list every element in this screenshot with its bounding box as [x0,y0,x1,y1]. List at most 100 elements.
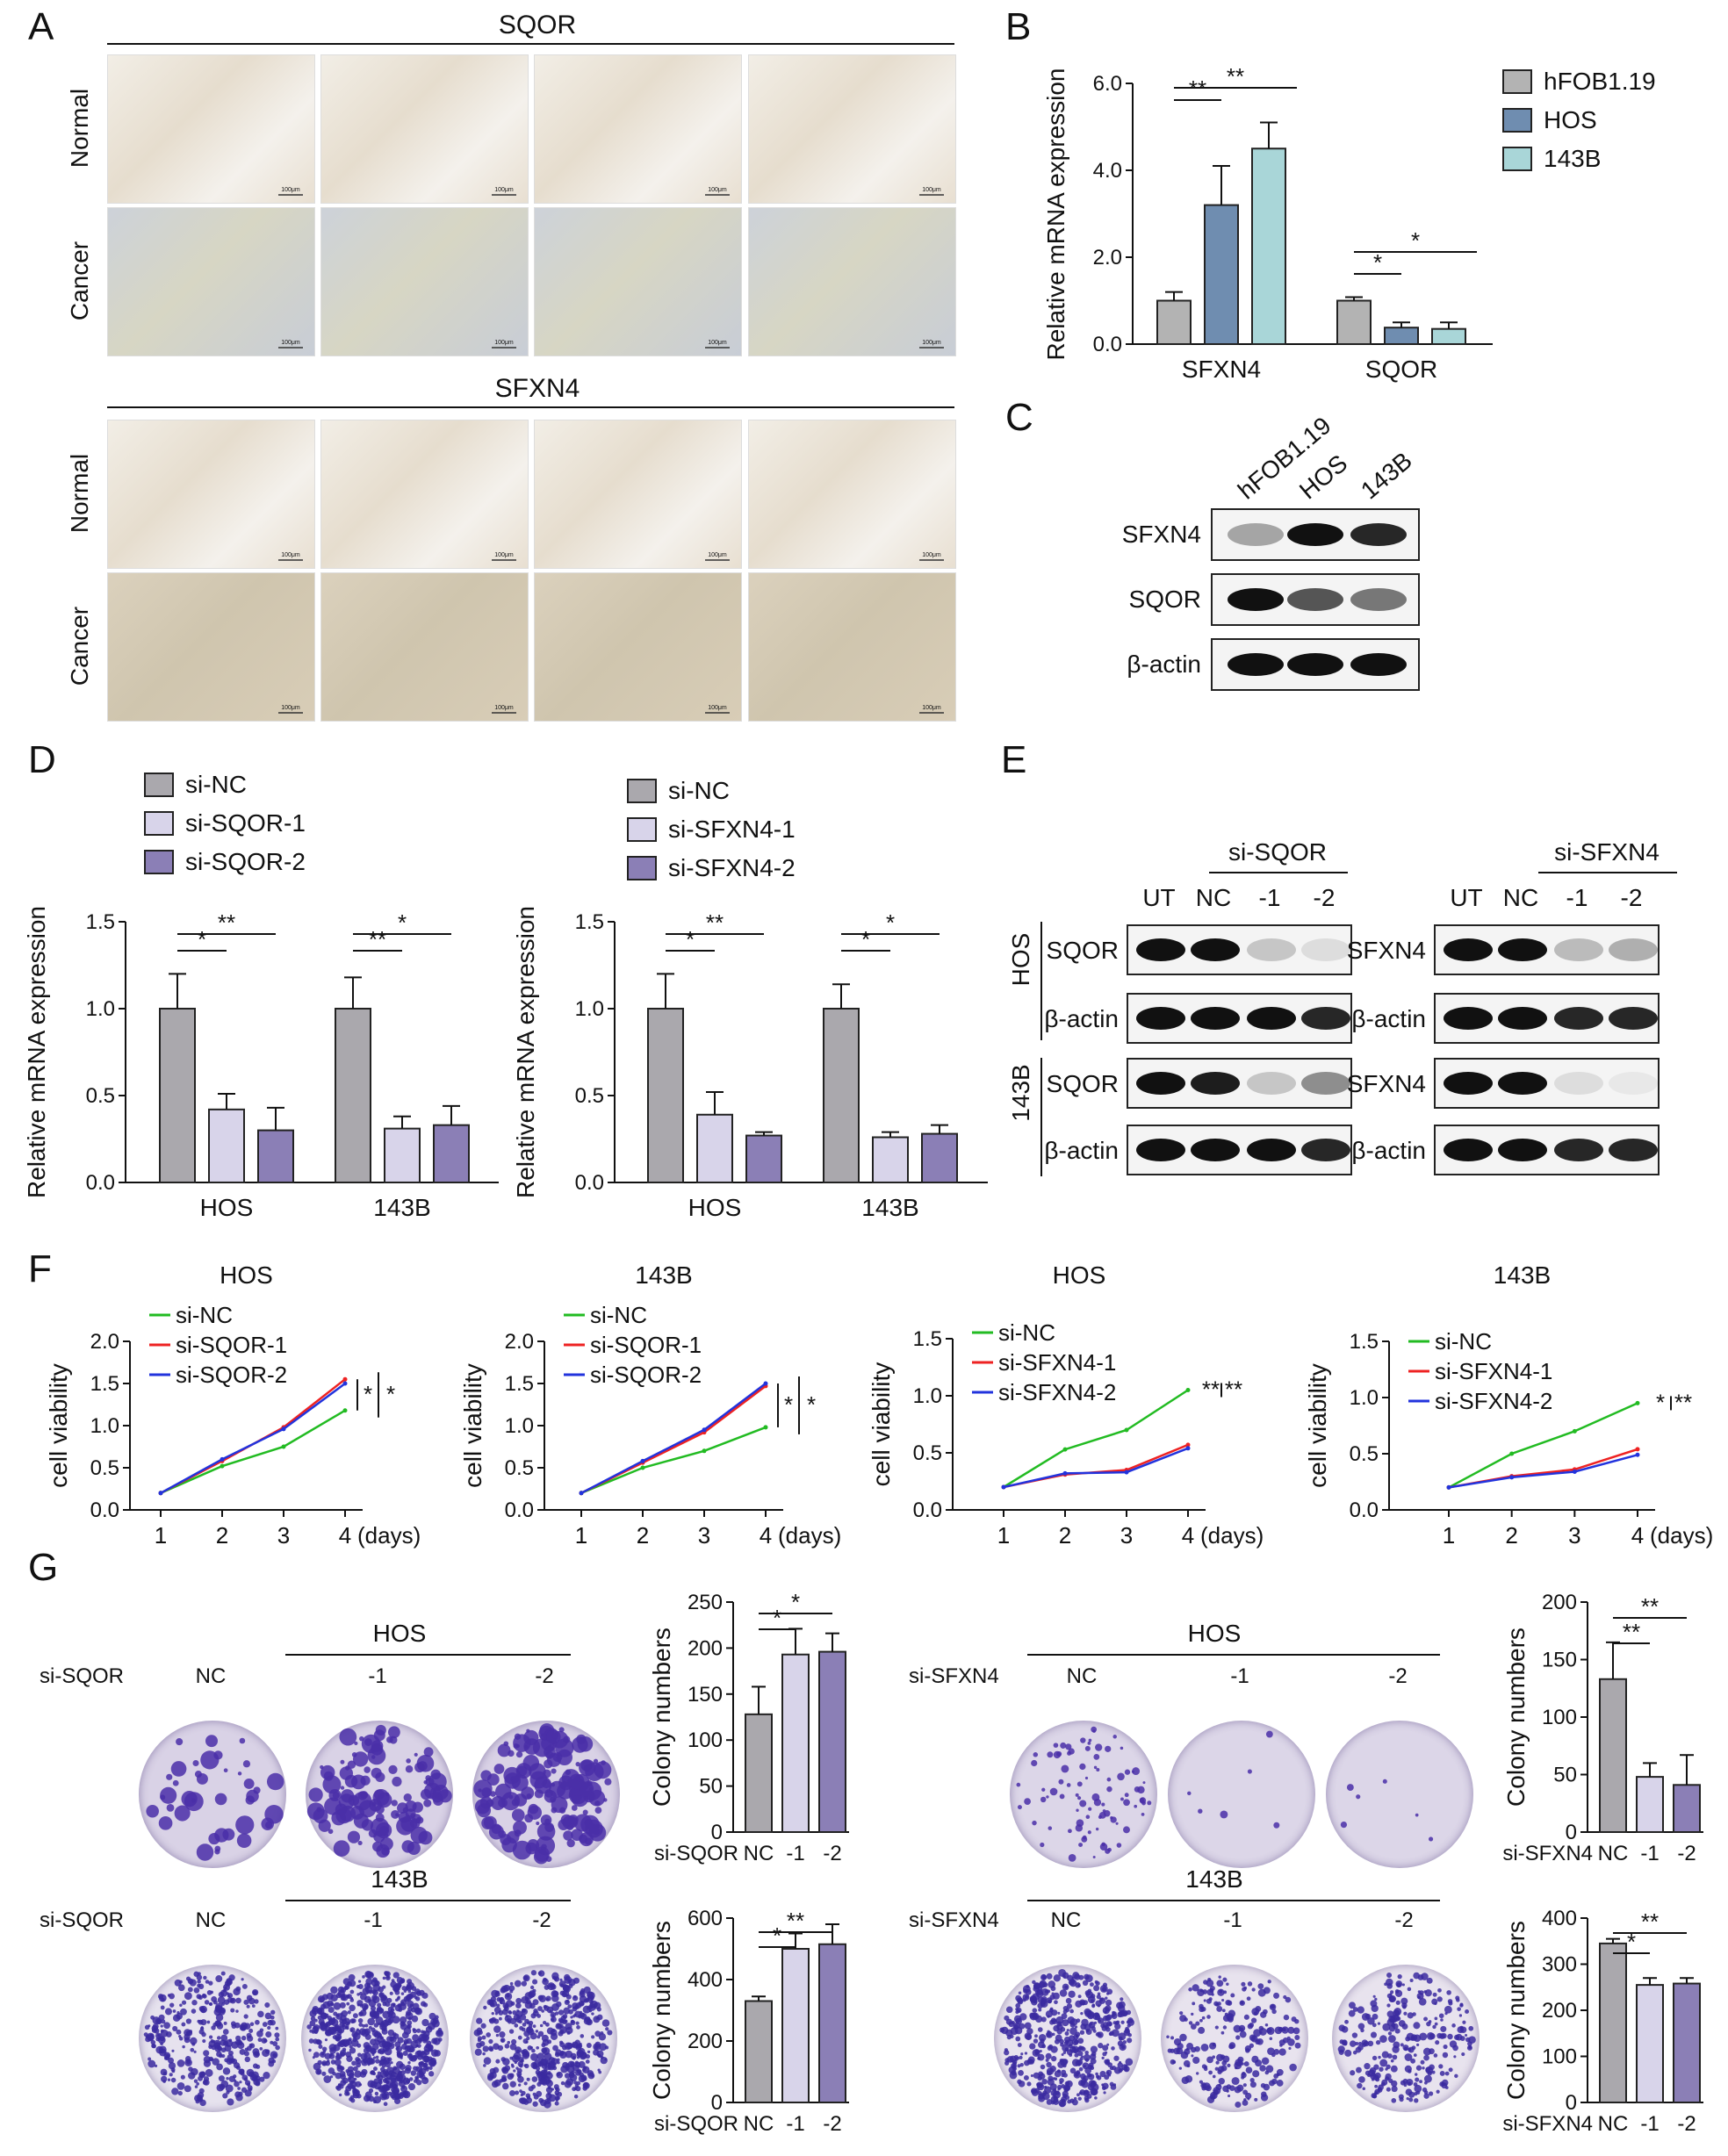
blot-band [1301,938,1350,961]
panel-g-cell-line-title: 143B [371,1865,428,1893]
colony-dot [526,1793,532,1800]
colony-dot [222,1988,227,1993]
colony-dot [385,1792,390,1797]
colony-dot [227,2098,234,2106]
colony-dot [1046,2099,1053,2105]
colony-dot [1239,2030,1247,2038]
panel-g1-bar [781,1653,810,1833]
colony-dot [241,2035,247,2041]
colony-dot [243,1779,255,1789]
colony-dot [515,1997,522,2004]
colony-dot [1106,1988,1113,1995]
colony-dot [406,1994,413,2001]
colony-dot [574,2061,581,2068]
ihc-tissue-image [534,207,742,356]
colony-dot [1198,1808,1203,1814]
colony-dot [328,2026,336,2035]
colony-dot [1166,2035,1170,2039]
colony-dot [172,1779,179,1786]
colony-dot [482,2052,486,2056]
colony-dot [316,2070,321,2075]
panel-f4-series-line [1448,1402,1638,1489]
colony-dot [357,1983,364,1990]
colony-dot [1401,2002,1408,2009]
panel-d1-significance-mark: ** [218,909,235,936]
colony-dot [522,2022,527,2027]
colony-dot [395,1998,399,2002]
colony-dot [1065,1743,1072,1750]
colony-dot [241,1983,248,1989]
colony-dot [356,2062,362,2068]
colony-dot [336,2086,342,2091]
colony-dot [584,1837,593,1845]
colony-dot [239,1737,246,1744]
colony-dot [515,1763,532,1779]
colony-dot [1093,1985,1100,1992]
colony-dot [491,2011,494,2016]
colony-dot [1127,2023,1131,2028]
colony-dot [199,2005,207,2014]
colony-dot [530,2052,538,2061]
colony-dot [1090,2045,1098,2053]
panel-a-sqor-title: SQOR [499,11,576,40]
colony-dot [353,2066,358,2072]
colony-dot [364,2023,369,2028]
colony-dot [1054,2077,1058,2081]
colony-dot [370,1817,389,1836]
colony-dot [1364,2013,1372,2020]
colony-dot [1088,1807,1092,1811]
colony-dot [516,2067,522,2073]
colony-dot [541,2009,545,2013]
colony-dot [1350,2070,1356,2076]
colony-dot [312,2056,315,2059]
colony-dot [1249,2078,1255,2083]
colony-dot [1455,2033,1463,2041]
colony-dot [1370,2031,1378,2038]
colony-dot [1392,2054,1398,2060]
blot-band [1350,523,1407,546]
colony-dot [423,1799,432,1807]
colony-dot [1401,1983,1405,1987]
colony-dot [1075,1982,1081,1988]
colony-dot [523,2081,528,2086]
colony-dot [196,1994,202,2000]
colony-dot [517,2083,522,2087]
panel-d2-bar [823,1008,860,1183]
colony-dot [500,2038,504,2043]
colony-dot [1374,2084,1378,2088]
colony-dot [524,1814,534,1823]
colony-dot [416,1818,421,1822]
colony-dot [203,2050,210,2057]
panel-e-row-label: β-actin [1044,1005,1119,1032]
colony-dot [573,2094,579,2099]
panel-f2-legend-label: si-SQOR-2 [590,1362,702,1388]
colony-dot [1371,2093,1377,2099]
colony-dot [217,1996,226,2004]
colony-dot [387,2017,394,2024]
colony-dot [497,2045,504,2052]
colony-dot [1083,2000,1089,2006]
colony-dot [1264,2070,1270,2075]
panel-f1-data-point [220,1456,225,1462]
panel-f3-x-label: (days) [1200,1522,1264,1549]
colony-dot [601,2019,610,2027]
colony-dot [1426,2021,1431,2027]
colony-dot [1019,2023,1026,2030]
colony-dot [235,1986,241,1992]
colony-dot [382,2001,387,2007]
colony-dot [515,1750,523,1758]
colony-dot [1091,2026,1096,2031]
colony-dot [1018,1991,1022,1994]
colony-dot [215,2013,224,2022]
colony-dot [1357,2042,1363,2046]
colony-dot [222,2067,231,2075]
colony-dot [521,2049,526,2055]
blot-band [1247,1007,1296,1030]
colony-dot [1122,2040,1127,2045]
panel-f1-data-point [342,1381,348,1386]
colony-dot [1167,2048,1172,2053]
colony-dot [231,2041,239,2049]
colony-dot [486,2074,493,2081]
colony-dot [571,1829,583,1841]
colony-dot [564,2081,572,2088]
